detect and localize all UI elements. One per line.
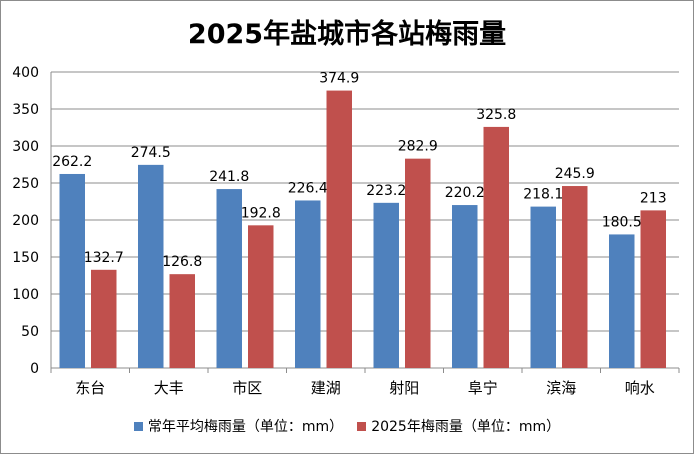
y-tick-label-8: 400 bbox=[12, 65, 39, 81]
bar-series-1-3 bbox=[326, 90, 352, 368]
y-tick-label-3: 150 bbox=[12, 250, 39, 266]
bar-series-1-4 bbox=[405, 158, 431, 368]
bar-series-0-3 bbox=[295, 200, 321, 368]
x-tick-label-5: 阜宁 bbox=[468, 379, 498, 397]
data-label-series-1-3: 374.9 bbox=[319, 71, 359, 87]
legend-swatch-series-0 bbox=[133, 421, 143, 431]
legend-label-series-0: 常年平均梅雨量（单位：mm） bbox=[147, 419, 344, 435]
data-label-series-1-7: 213 bbox=[640, 190, 667, 206]
x-tick-label-3: 建湖 bbox=[311, 379, 341, 397]
y-tick-label-1: 50 bbox=[21, 324, 39, 340]
x-tick-label-4: 射阳 bbox=[389, 379, 419, 397]
bar-series-0-1 bbox=[138, 164, 164, 368]
data-label-series-0-2: 241.8 bbox=[209, 169, 249, 185]
data-label-series-0-0: 262.2 bbox=[52, 154, 92, 170]
data-label-series-0-7: 180.5 bbox=[602, 214, 642, 230]
data-label-series-0-5: 220.2 bbox=[445, 185, 485, 201]
x-tick-label-2: 市区 bbox=[232, 379, 262, 397]
y-tick-label-5: 250 bbox=[12, 176, 39, 192]
legend: 常年平均梅雨量（单位：mm） 2025年梅雨量（单位：mm） bbox=[0, 416, 694, 436]
bar-series-0-7 bbox=[609, 234, 635, 368]
bar-series-0-5 bbox=[452, 205, 478, 368]
data-label-series-1-2: 192.8 bbox=[241, 205, 281, 221]
data-label-series-1-5: 325.8 bbox=[476, 107, 516, 123]
data-label-series-0-4: 223.2 bbox=[366, 183, 406, 199]
chart-title: 2025年盐城市各站梅雨量 bbox=[187, 19, 507, 50]
data-label-series-0-1: 274.5 bbox=[131, 145, 171, 161]
bar-series-0-2 bbox=[216, 189, 242, 368]
bar-series-0-4 bbox=[373, 202, 399, 368]
bar-series-1-0 bbox=[91, 269, 117, 368]
x-tick-label-6: 滨海 bbox=[546, 379, 576, 397]
y-tick-label-7: 350 bbox=[12, 102, 39, 118]
data-label-series-1-4: 282.9 bbox=[398, 139, 438, 155]
bar-series-1-5 bbox=[483, 126, 509, 369]
y-tick-label-0: 0 bbox=[30, 361, 39, 377]
x-tick-label-7: 响水 bbox=[625, 379, 655, 397]
y-tick-label-6: 300 bbox=[12, 139, 39, 155]
y-tick-label-4: 200 bbox=[12, 213, 39, 229]
bar-series-0-0 bbox=[59, 173, 85, 368]
x-tick-label-0: 东台 bbox=[75, 379, 105, 397]
data-label-series-0-6: 218.1 bbox=[523, 187, 563, 203]
bar-series-1-2 bbox=[248, 225, 274, 368]
bar-series-1-6 bbox=[562, 186, 588, 368]
data-label-series-1-1: 126.8 bbox=[162, 254, 202, 270]
legend-label-series-1: 2025年梅雨量（单位：mm） bbox=[371, 419, 561, 435]
x-tick-label-1: 大丰 bbox=[154, 379, 184, 397]
data-label-series-1-0: 132.7 bbox=[84, 250, 124, 266]
legend-item-series-1: 2025年梅雨量（单位：mm） bbox=[357, 416, 560, 436]
data-label-series-1-6: 245.9 bbox=[555, 166, 595, 182]
bar-series-0-6 bbox=[530, 206, 556, 368]
legend-item-series-0: 常年平均梅雨量（单位：mm） bbox=[133, 416, 344, 436]
bar-series-1-7 bbox=[640, 210, 666, 368]
data-label-series-0-3: 226.4 bbox=[288, 180, 328, 196]
y-tick-label-2: 100 bbox=[12, 287, 39, 303]
bar-series-1-1 bbox=[169, 274, 195, 368]
legend-swatch-series-1 bbox=[357, 421, 367, 431]
